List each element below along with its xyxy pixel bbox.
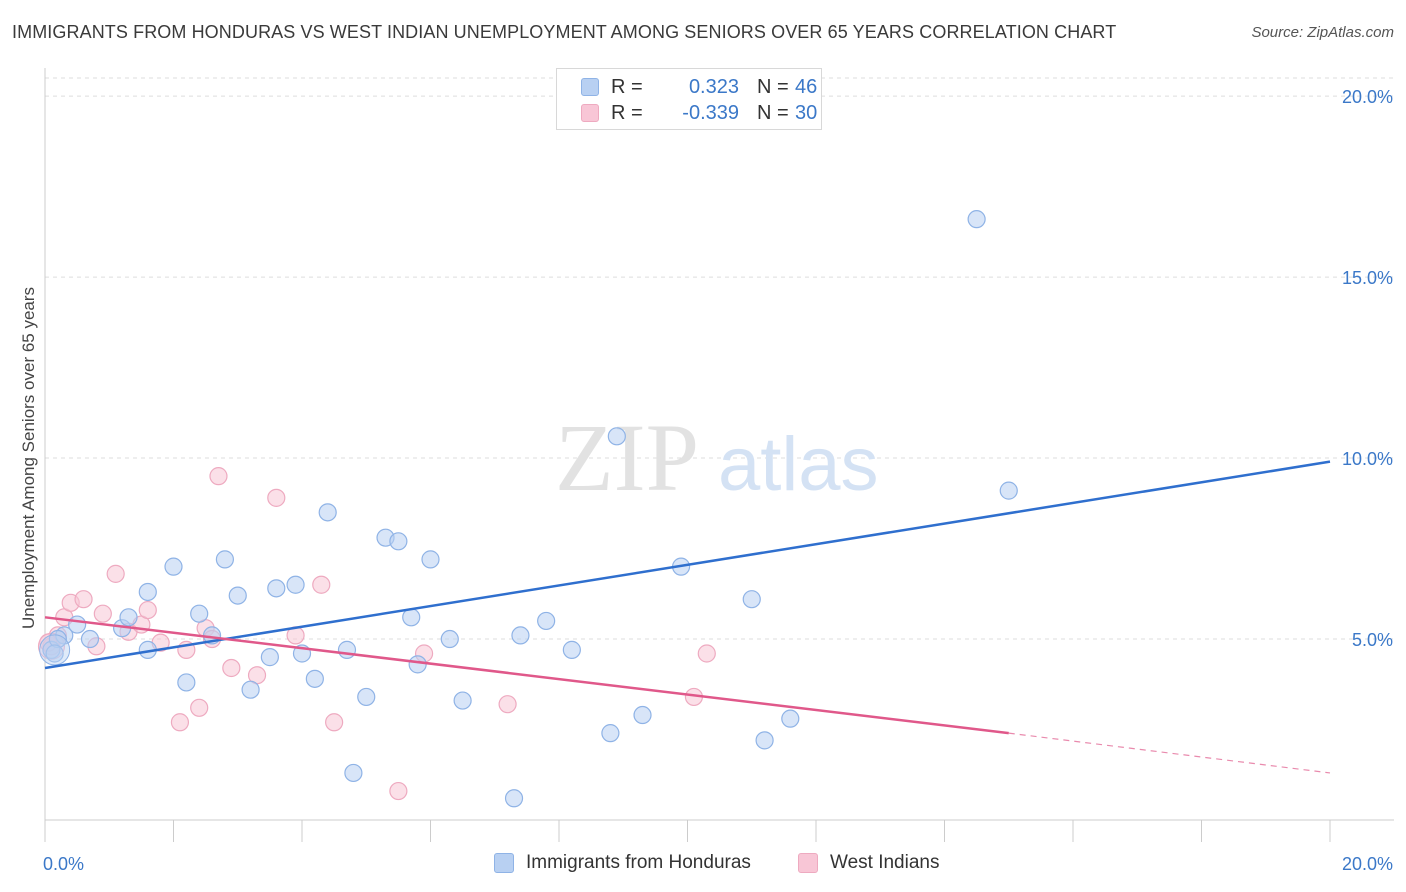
west-indians-point-25	[498, 695, 517, 714]
honduras-point-41	[781, 709, 800, 728]
legend-n-label: N =	[757, 102, 789, 124]
watermark-zip: ZIP	[555, 404, 699, 511]
honduras-point-10	[190, 604, 209, 623]
honduras-point-17	[286, 575, 305, 594]
grid-lines	[45, 77, 1394, 640]
honduras-point-29	[440, 629, 459, 649]
y-tick-label: 15.0%	[1342, 268, 1393, 288]
legend-r-value: -0.339	[682, 102, 739, 124]
honduras-point-13	[228, 586, 247, 605]
honduras-point-45	[45, 644, 64, 663]
legend-swatch-blue	[581, 78, 599, 96]
honduras-point-20	[318, 503, 337, 522]
source-credit: Source: ZipAtlas.com	[1251, 24, 1394, 41]
y-axis-label: Unemployment Among Seniors over 65 years	[19, 287, 38, 629]
west-indians-point-22	[325, 713, 344, 732]
honduras-point-27	[408, 655, 427, 674]
honduras-point-3	[80, 629, 100, 649]
trend-lines	[44, 460, 1331, 774]
honduras-point-42	[967, 210, 986, 229]
honduras-point-31	[504, 789, 524, 808]
honduras-point-33	[537, 611, 556, 631]
west-indians-trend-line	[44, 616, 1009, 735]
series-legend: Immigrants from Honduras West Indians	[0, 852, 1406, 878]
honduras-point-8	[164, 557, 183, 576]
honduras-point-15	[260, 648, 279, 667]
axes	[44, 68, 1394, 842]
legend-n-value: 46	[795, 76, 818, 98]
series-swatch-pink	[798, 853, 818, 873]
legend-r-label: R =	[611, 102, 643, 124]
west-indians-point-21	[312, 575, 331, 594]
watermark: ZIP atlas	[555, 404, 879, 511]
chart-title: IMMIGRANTS FROM HONDURAS VS WEST INDIAN …	[12, 22, 1117, 42]
honduras-point-5	[119, 608, 138, 627]
honduras-point-32	[511, 626, 530, 645]
honduras-point-43	[999, 481, 1018, 500]
west-indians-point-3	[74, 590, 93, 609]
legend-swatch-pink	[581, 104, 599, 122]
honduras-point-6	[138, 582, 157, 602]
west-indians-point-6	[106, 564, 125, 583]
west-indians-point-5	[93, 604, 112, 623]
west-indians-trend-extension	[1008, 732, 1331, 774]
y-tick-label: 10.0%	[1342, 449, 1393, 469]
series-swatch-blue	[494, 853, 514, 873]
honduras-point-22	[344, 763, 363, 783]
series-label: Immigrants from Honduras	[526, 852, 751, 873]
honduras-point-28	[421, 550, 440, 569]
x-tick-label-max: 20.0%	[1342, 854, 1393, 874]
y-tick-label: 5.0%	[1352, 630, 1393, 650]
legend-r-label: R =	[611, 76, 643, 98]
west-indians-point-13	[190, 698, 209, 717]
y-tick-label: 20.0%	[1342, 87, 1393, 107]
honduras-point-34	[562, 640, 581, 659]
honduras-point-25	[389, 532, 408, 551]
y-tick-labels: 5.0% 10.0% 15.0% 20.0%	[1342, 87, 1393, 650]
legend-r-value: 0.323	[688, 76, 739, 98]
honduras-point-39	[742, 590, 761, 609]
honduras-point-40	[755, 731, 774, 750]
x-tick-label-min: 0.0%	[43, 854, 84, 874]
correlation-legend: R = 0.323 N = 46 R = -0.339 N = 30	[556, 68, 822, 130]
honduras-point-30	[453, 691, 472, 710]
honduras-point-21	[337, 640, 357, 659]
honduras-point-36	[607, 427, 626, 446]
west-indians-point-16	[209, 467, 228, 486]
honduras-point-35	[601, 724, 620, 743]
honduras-points	[39, 210, 1018, 808]
honduras-point-9	[177, 673, 196, 692]
west-indians-points	[37, 467, 716, 801]
west-indians-point-27	[697, 644, 716, 663]
legend-n-label: N =	[757, 76, 789, 98]
watermark-atlas: atlas	[718, 422, 879, 507]
honduras-point-12	[215, 550, 234, 569]
west-indians-point-19	[267, 488, 286, 507]
honduras-point-23	[357, 687, 376, 707]
honduras-point-14	[241, 680, 260, 699]
x-tick-labels: 0.0% 20.0%	[43, 854, 1393, 874]
honduras-cluster-point	[39, 634, 71, 666]
honduras-point-19	[305, 669, 324, 688]
honduras-trend-line	[44, 460, 1331, 670]
west-indians-point-9	[138, 600, 157, 620]
west-indians-point-23	[389, 781, 408, 801]
west-indians-point-17	[222, 658, 241, 678]
honduras-point-2	[68, 615, 87, 634]
honduras-point-16	[267, 579, 286, 598]
honduras-point-37	[633, 705, 652, 725]
legend-n-value: 30	[795, 102, 818, 124]
west-indians-point-11	[170, 713, 190, 732]
series-label: West Indians	[830, 852, 940, 873]
